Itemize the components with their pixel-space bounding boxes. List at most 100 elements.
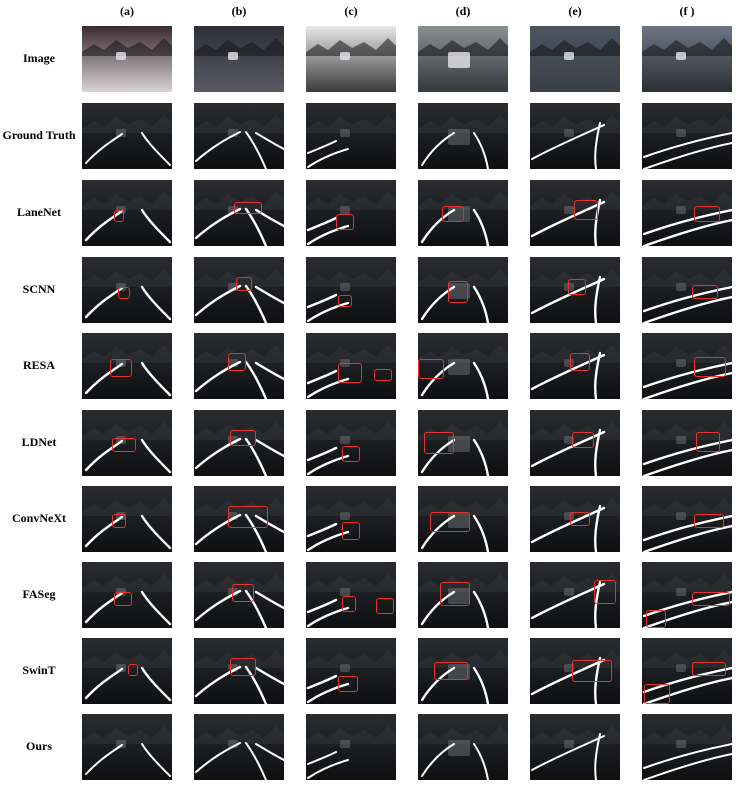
lane-line [306,522,338,538]
horizon-silhouette [418,726,508,744]
lane-line [307,148,349,168]
result-thumbnail [306,638,396,704]
lane-line [194,513,242,546]
vehicle-shape [340,129,350,137]
vehicle-shape [340,664,350,672]
scene-background [82,26,172,92]
error-highlight-box [236,277,252,291]
lane-line [420,666,456,702]
vehicle-shape [448,740,470,756]
lane-line [244,513,268,552]
lane-line [195,742,241,773]
lane-line [141,132,171,166]
lane-line [420,361,456,397]
lane-line [245,131,267,169]
horizon-silhouette [306,650,396,668]
scene-background [418,410,508,476]
lane-line [421,743,455,777]
scene-background [82,714,172,780]
column-label: (d) [455,4,471,18]
result-thumbnail [306,410,396,476]
row-label: Ground Truth [2,128,76,142]
error-highlight-box [440,582,470,606]
thumbnail-graphic [306,410,396,476]
scene-background [418,333,508,399]
vehicle-shape [340,283,350,291]
lane-line [530,353,606,391]
lane-line [244,437,268,476]
horizon-silhouette [82,650,172,668]
row-label: RESA [22,358,55,372]
thumbnail-graphic [306,562,396,628]
scene-background [194,26,284,92]
error-highlight-box [230,430,256,446]
lane-line [642,208,732,236]
result-thumbnail [530,410,620,476]
error-highlight-box [342,596,356,612]
thumbnail-graphic [82,714,172,780]
lane-line [254,438,284,458]
lane-line [194,665,242,698]
thumbnail-graphic [530,333,620,399]
lane-line [594,504,602,552]
lane-line [642,295,732,323]
lane-line [306,369,338,385]
error-highlight-box [374,369,392,381]
scene-background [306,26,396,92]
scene-background [530,410,620,476]
lane-line [306,224,350,246]
thumbnail-graphic [642,562,732,628]
lane-line [530,277,606,315]
thumbnail-graphic [306,486,396,552]
result-thumbnail [418,333,508,399]
row-label: Ours [25,739,52,753]
thumbnail-graphic [82,103,172,169]
column-label: (f ) [679,4,695,18]
thumbnail-graphic [418,26,508,92]
scene-background [306,333,396,399]
thumbnail-graphic [194,410,284,476]
lane-line [594,656,602,704]
lane-line [244,207,268,246]
horizon-silhouette [194,574,284,592]
result-thumbnail [82,180,172,246]
lane-line [254,285,284,305]
lane-line [642,285,732,313]
horizon-silhouette [306,115,396,133]
horizon-silhouette [306,192,396,210]
result-thumbnail [82,26,172,92]
lane-line [195,131,241,162]
error-highlight-box [232,584,254,602]
lane-line [244,665,268,704]
result-thumbnail [194,486,284,552]
error-highlight-box [228,506,268,528]
lane-line [472,208,490,246]
horizon-silhouette [418,650,508,668]
thumbnail-graphic [642,486,732,552]
error-highlight-box [570,353,590,371]
scene-background [82,333,172,399]
scene-background [306,486,396,552]
lane-line [194,437,242,470]
thumbnail-graphic [642,410,732,476]
lane-line [472,666,490,704]
scene-background [306,410,396,476]
horizon-silhouette [194,650,284,668]
result-thumbnail [82,410,172,476]
horizon-silhouette [642,498,732,516]
scene-background [418,103,508,169]
error-highlight-box [110,359,132,377]
thumbnail-graphic [194,638,284,704]
lane-line [140,285,172,321]
lane-line [642,448,732,476]
error-highlight-box [692,592,730,606]
horizon-silhouette [642,192,732,210]
result-thumbnail [418,410,508,476]
result-thumbnail [194,638,284,704]
scene-background [530,638,620,704]
result-thumbnail [642,410,732,476]
horizon-silhouette [194,345,284,363]
scene-background [642,26,732,92]
lane-line [472,590,490,628]
thumbnail-graphic [418,486,508,552]
